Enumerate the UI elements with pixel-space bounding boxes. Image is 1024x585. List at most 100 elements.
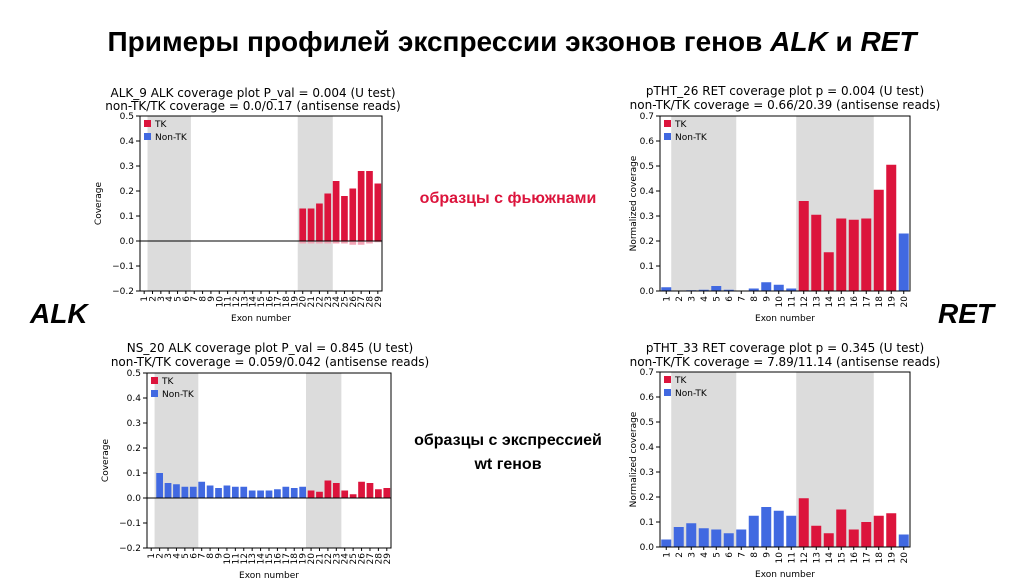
coverage-bar	[736, 529, 747, 547]
x-tick-label: 3	[687, 296, 697, 302]
coverage-bar	[324, 480, 332, 498]
antisense-bar	[316, 241, 323, 244]
x-tick-label: 8	[750, 296, 760, 302]
x-tick-label: 14	[825, 296, 835, 308]
y-tick-label: 0.5	[127, 369, 141, 379]
antisense-bar	[307, 241, 315, 244]
x-tick-label: 27	[366, 553, 376, 564]
x-tick-label: 4	[165, 296, 175, 302]
coverage-bar	[316, 491, 323, 498]
coverage-bar	[661, 287, 672, 291]
y-axis-label: Coverage	[101, 438, 111, 482]
chart-title-line1: NS_20 ALK coverage plot P_val = 0.845 (U…	[127, 341, 413, 355]
x-tick-label: 25	[340, 296, 350, 307]
coverage-bar	[823, 252, 834, 291]
legend-swatch-non-tk	[144, 133, 151, 140]
coverage-bar	[181, 486, 189, 498]
coverage-bar	[811, 525, 822, 547]
x-tick-label: 5	[712, 296, 722, 302]
x-tick-label: 17	[862, 552, 872, 563]
x-tick-label: 12	[240, 553, 250, 564]
y-tick-label: 0.5	[120, 112, 134, 122]
x-axis-label: Exon number	[239, 571, 299, 581]
x-tick-label: 19	[887, 552, 897, 564]
y-tick-label: −0.1	[119, 519, 141, 529]
coverage-bar	[341, 196, 348, 241]
plot-frame	[659, 371, 911, 548]
x-tick-label: 22	[324, 553, 334, 564]
chart-title-line2: non-TK/TK coverage = 0.059/0.042 (antise…	[111, 355, 429, 369]
legend-label-tk: TK	[161, 377, 174, 387]
y-tick-label: 0.1	[120, 212, 134, 222]
chart-title-line1: pTHT_33 RET coverage plot p = 0.345 (U t…	[646, 341, 924, 355]
x-tick-label: 18	[290, 553, 300, 565]
x-tick-label: 21	[307, 296, 317, 307]
legend-label-non-tk: Non-TK	[155, 133, 188, 143]
coverage-bar	[798, 201, 809, 291]
coverage-bar	[206, 485, 214, 498]
coverage-bar	[257, 490, 264, 498]
title-prefix: Примеры профилей экспрессии экзонов гено…	[107, 26, 771, 57]
coverage-bar	[811, 214, 822, 291]
x-tick-label: 9	[762, 552, 772, 558]
coverage-bar	[823, 533, 834, 547]
x-tick-label: 20	[299, 296, 309, 308]
x-tick-label: 17	[274, 296, 284, 307]
x-tick-label: 15	[265, 553, 275, 564]
antisense-bar	[357, 241, 365, 245]
coverage-bar	[861, 218, 872, 291]
x-tick-label: 16	[273, 553, 283, 565]
coverage-bar	[349, 188, 357, 241]
x-tick-label: 6	[725, 552, 735, 558]
x-tick-label: 26	[358, 553, 368, 565]
coverage-bar	[698, 528, 709, 547]
coverage-bar	[357, 171, 365, 241]
x-tick-label: 29	[374, 296, 384, 308]
coverage-bar	[366, 171, 373, 241]
x-tick-label: 1	[662, 296, 672, 302]
y-tick-label: −0.2	[112, 287, 134, 297]
y-tick-label: 0.2	[120, 187, 134, 197]
y-axis-label: Normalized coverage	[629, 411, 639, 507]
coverage-bar	[341, 490, 349, 498]
coverage-bar	[836, 218, 847, 291]
coverage-bar	[307, 208, 315, 241]
coverage-bar	[723, 289, 734, 291]
legend-swatch-tk	[151, 377, 158, 384]
coverage-bar	[375, 489, 382, 498]
x-tick-label: 5	[712, 552, 722, 558]
x-tick-label: 23	[332, 553, 342, 564]
y-tick-label: 0.3	[640, 212, 654, 222]
x-tick-label: 6	[182, 296, 192, 302]
y-tick-label: 0.3	[640, 468, 654, 478]
legend-label-tk: TK	[154, 120, 167, 130]
chart-title-line1: pTHT_26 RET coverage plot p = 0.004 (U t…	[646, 84, 924, 98]
x-tick-label: 21	[315, 553, 325, 564]
x-tick-label: 4	[700, 296, 710, 302]
slide-title: Примеры профилей экспрессии экзонов гено…	[0, 26, 1024, 58]
coverage-bar	[299, 486, 307, 498]
y-tick-label: 0.1	[127, 469, 141, 479]
shaded-region	[306, 373, 342, 548]
x-tick-label: 11	[787, 552, 797, 563]
x-tick-label: 19	[299, 553, 309, 565]
x-tick-label: 7	[198, 553, 208, 559]
ret-side-label: RET	[938, 298, 994, 329]
antisense-bar	[341, 241, 348, 244]
coverage-bar	[164, 483, 172, 498]
x-tick-label: 11	[224, 296, 234, 307]
wt-samples-label: образцы с экспрессией wt генов	[398, 432, 618, 474]
coverage-bar	[248, 490, 256, 498]
x-tick-label: 13	[812, 552, 822, 563]
y-tick-label: 0.5	[640, 162, 654, 172]
x-tick-label: 2	[156, 553, 166, 559]
coverage-bar	[723, 533, 734, 547]
shaded-region	[671, 116, 737, 291]
coverage-bar	[748, 288, 759, 291]
x-tick-label: 25	[349, 553, 359, 564]
x-tick-label: 2	[149, 296, 159, 302]
legend-swatch-non-tk	[151, 390, 158, 397]
legend-label-tk: TK	[674, 376, 687, 386]
